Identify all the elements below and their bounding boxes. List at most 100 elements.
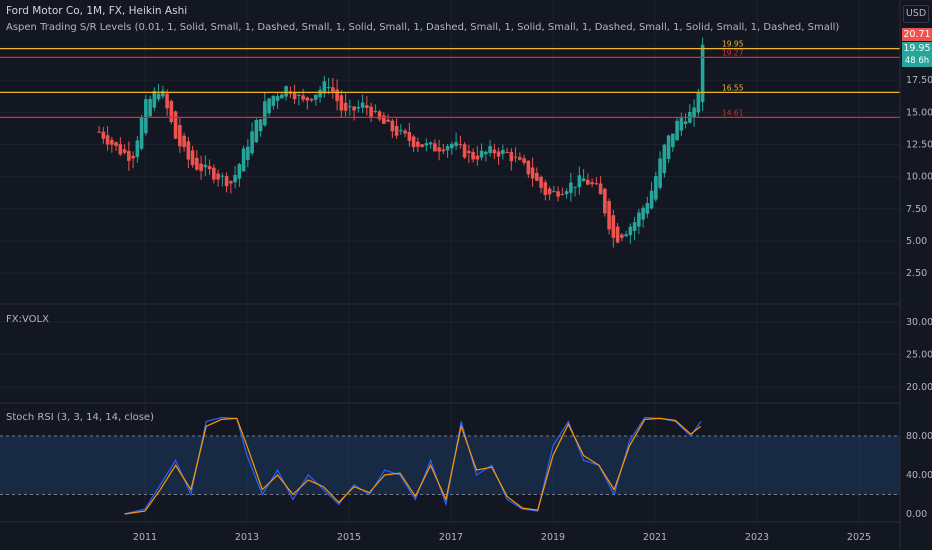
candle-body — [148, 98, 152, 117]
sr-level-label: 19.27 — [722, 48, 744, 57]
stoch-legend[interactable]: Stoch RSI (3, 3, 14, 14, close) — [6, 412, 154, 423]
candle-body — [564, 191, 569, 195]
candle-body — [428, 142, 433, 145]
candle-body — [258, 119, 263, 132]
candle-body — [216, 173, 220, 180]
candle-body — [114, 142, 118, 146]
candle-body — [97, 131, 101, 133]
time-tick-label: 2023 — [745, 532, 769, 543]
candle-body — [382, 115, 386, 124]
candle-body — [556, 191, 560, 197]
candle-body — [182, 135, 186, 148]
candle-body — [535, 172, 539, 181]
candle-body — [411, 136, 416, 148]
candle-body — [237, 164, 242, 179]
time-tick-label: 2013 — [235, 532, 259, 543]
candle-body — [348, 106, 352, 108]
candle-body — [458, 144, 463, 146]
candle-body — [229, 181, 233, 184]
time-tick-label: 2021 — [643, 532, 667, 543]
candle-body — [552, 191, 556, 193]
candle-body — [424, 143, 429, 146]
candle-body — [513, 156, 518, 158]
candle-body — [284, 86, 288, 97]
chart-title[interactable]: Ford Motor Co, 1M, FX, Heikin Ashi — [6, 5, 188, 17]
candle-body — [280, 94, 284, 99]
candle-body — [309, 98, 314, 101]
candle-body — [416, 141, 420, 147]
candle-body — [679, 117, 684, 131]
candle-body — [645, 203, 650, 214]
candle-body — [314, 94, 318, 100]
candle-body — [484, 151, 488, 155]
candle-body — [598, 183, 603, 195]
candle-body — [488, 146, 492, 153]
candle-body — [420, 144, 424, 147]
candle-body — [365, 105, 369, 109]
price-tick-label: 5.00 — [906, 236, 927, 247]
candle-body — [139, 117, 144, 149]
sr-level-label: 19.95 — [722, 40, 744, 49]
stoch-lines — [124, 416, 702, 515]
candle-body — [467, 150, 471, 154]
candle-body — [522, 158, 526, 163]
indicator-legend[interactable]: Aspen Trading S/R Levels (0.01, 1, Solid… — [6, 22, 840, 33]
candle-body — [335, 89, 339, 102]
price-tick-label: 15.00 — [906, 107, 932, 118]
candle-body — [224, 176, 229, 187]
candle-body — [577, 175, 582, 188]
candle-body — [683, 121, 688, 124]
candle-body — [632, 222, 637, 231]
last-price-tag: 20.71 — [902, 28, 932, 41]
candle-body — [505, 151, 509, 153]
candle-body — [263, 101, 267, 126]
candle-body — [331, 87, 335, 92]
price-tick-label: 10.00 — [906, 172, 932, 183]
candle-body — [671, 133, 675, 148]
price-tick-label: 17.50 — [906, 75, 932, 86]
candle-body — [241, 148, 246, 172]
candle-body — [339, 95, 344, 111]
price-tick-label: 2.50 — [906, 268, 927, 279]
sr-level-label: 14.61 — [722, 108, 744, 117]
candle-body — [492, 149, 497, 154]
candle-body — [301, 95, 305, 100]
candle-body — [322, 81, 327, 94]
candle-body — [195, 157, 199, 170]
price-tick-label: 7.50 — [906, 204, 927, 215]
candle-body — [186, 141, 191, 160]
candle-body — [547, 188, 552, 195]
currency-button[interactable]: USD — [903, 5, 929, 23]
candle-body — [386, 119, 390, 122]
candle-body — [394, 125, 399, 136]
candle-body — [250, 131, 254, 154]
candle-body — [407, 132, 412, 141]
candle-body — [450, 143, 454, 149]
candle-body — [220, 175, 225, 177]
candle-body — [199, 163, 203, 171]
candle-body — [390, 120, 395, 132]
candle-body — [127, 151, 131, 161]
candle-body — [305, 97, 310, 101]
volume-legend[interactable]: FX:VOLX — [6, 314, 49, 325]
candle-body — [611, 215, 616, 238]
candle-body — [271, 95, 276, 106]
candle-body — [607, 201, 611, 230]
candle-body — [641, 207, 645, 220]
time-tick-label: 2011 — [133, 532, 157, 543]
stoch-band — [0, 435, 900, 495]
candle-body — [479, 150, 484, 158]
candle-body — [696, 91, 701, 113]
candle-body — [360, 102, 365, 108]
stoch-band-fill — [0, 436, 900, 495]
candle-body — [246, 146, 250, 160]
candle-body — [433, 143, 437, 152]
stoch-tick-label: 80.00 — [906, 431, 932, 442]
candle-body — [318, 89, 322, 98]
candle-body — [369, 106, 373, 118]
candle-body — [603, 188, 607, 214]
candle-body — [675, 120, 679, 141]
candle-body — [105, 135, 110, 145]
